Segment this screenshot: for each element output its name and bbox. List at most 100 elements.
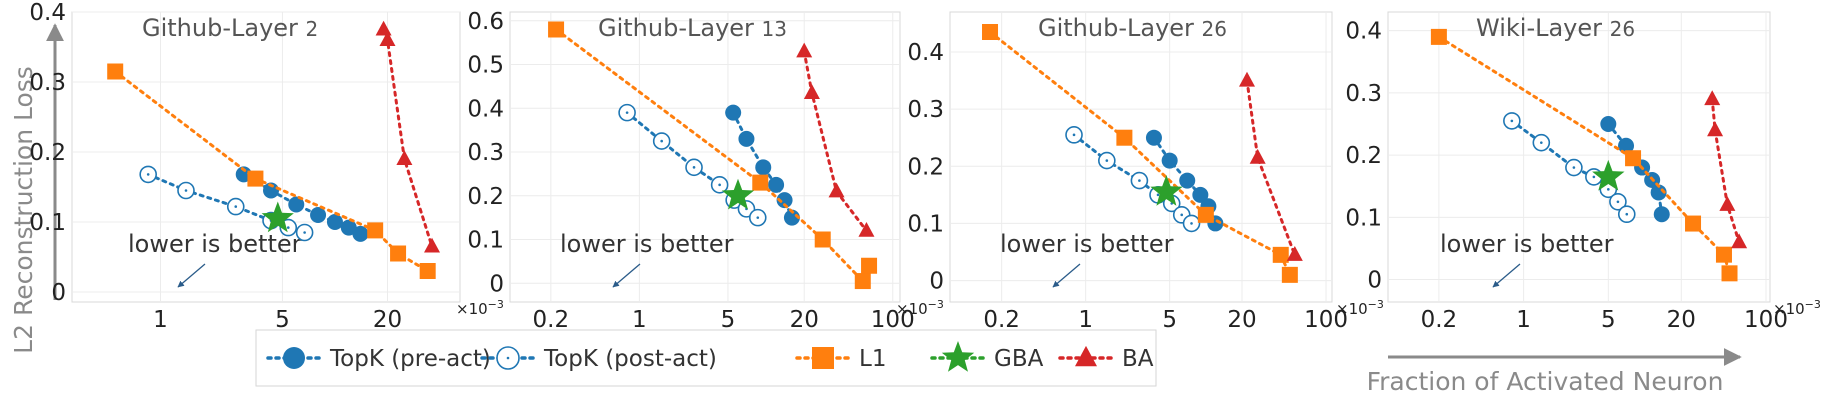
chart-panel-4: 0 0.1 0.2 0.3 0.4 0.2 1 5 20 100×10−3 Wiki-Layer 2… bbox=[1345, 11, 1821, 333]
legend-item-l1: L1 bbox=[795, 346, 886, 372]
y-axis-label: L2 Reconstruction Loss bbox=[9, 66, 38, 354]
x-tick-label: 1 bbox=[632, 307, 647, 333]
data-point bbox=[390, 245, 407, 262]
data-point bbox=[803, 84, 820, 99]
y-tick-label: 0 bbox=[929, 269, 944, 295]
x-tick-label: 20 bbox=[790, 307, 819, 333]
data-point-center bbox=[718, 183, 721, 187]
data-point bbox=[721, 178, 755, 210]
series-l1 bbox=[982, 24, 1298, 283]
data-point bbox=[1249, 148, 1266, 164]
y-tick-label: 0.2 bbox=[29, 140, 66, 166]
data-point-center bbox=[234, 205, 238, 208]
series-line bbox=[802, 49, 868, 233]
panel-title: Wiki-Layer 26 bbox=[1476, 14, 1635, 42]
x-axis-label: Fraction of Activated Neuron bbox=[1367, 367, 1724, 396]
y-axis-label-group: L2 Reconstruction Loss bbox=[9, 23, 64, 354]
legend-marker bbox=[283, 347, 305, 369]
data-point bbox=[768, 176, 785, 193]
data-point-center bbox=[1540, 141, 1543, 144]
data-point bbox=[738, 130, 755, 147]
data-point bbox=[1618, 137, 1635, 154]
y-tick-label: 0.2 bbox=[1345, 143, 1382, 169]
data-point-center bbox=[756, 216, 760, 219]
data-point-center bbox=[1616, 200, 1620, 204]
data-point-center bbox=[1105, 159, 1109, 162]
legend-item-gba: GBA bbox=[930, 341, 1044, 372]
x-tick-label: 100 bbox=[871, 307, 915, 333]
panel-title: Github-Layer 13 bbox=[598, 14, 787, 42]
y-tick-label: 0.4 bbox=[29, 0, 66, 26]
data-point-center bbox=[286, 226, 290, 229]
x-multiplier: ×10−3 bbox=[456, 298, 504, 318]
data-point bbox=[1625, 150, 1642, 167]
y-tick-label: 0.6 bbox=[467, 9, 504, 35]
x-tick-label: 20 bbox=[1667, 307, 1696, 333]
data-point bbox=[755, 159, 772, 176]
x-multiplier: ×10−3 bbox=[1336, 298, 1384, 318]
panel-title: Github-Layer 2 bbox=[142, 14, 318, 42]
data-point bbox=[814, 231, 831, 248]
data-point-center bbox=[1572, 166, 1576, 169]
x-tick-label: 0.2 bbox=[1421, 307, 1458, 333]
y-tick-label: 0.1 bbox=[467, 228, 504, 254]
data-point bbox=[1116, 129, 1133, 146]
data-point-center bbox=[303, 231, 306, 234]
chart-panel-3: 0 0.1 0.2 0.3 0.4 0.2 1 5 20 100×10−3 Github-Layer… bbox=[907, 11, 1384, 333]
y-tick-label: 0.5 bbox=[467, 53, 504, 79]
x-tick-label: 5 bbox=[1601, 307, 1616, 333]
data-point bbox=[1161, 152, 1178, 169]
x-tick-label: 100 bbox=[1744, 307, 1788, 333]
data-point bbox=[352, 225, 369, 242]
annotation-lower-is-better: lower is better bbox=[560, 230, 734, 258]
data-point bbox=[1197, 206, 1214, 223]
x-tick-label: 5 bbox=[275, 307, 290, 333]
legend-marker bbox=[812, 347, 834, 369]
legend-label: L1 bbox=[859, 346, 886, 372]
data-point bbox=[247, 170, 264, 187]
data-point bbox=[828, 182, 845, 198]
series-ba bbox=[1238, 71, 1303, 261]
data-point bbox=[783, 209, 800, 226]
x-multiplier-exponent: −3 bbox=[488, 298, 504, 311]
data-point bbox=[725, 104, 742, 121]
data-point bbox=[1600, 116, 1617, 132]
data-point bbox=[796, 42, 813, 58]
legend: TopK (pre-act) TopK (post-act) L1 GBA BA bbox=[255, 329, 1157, 387]
data-point bbox=[776, 192, 793, 209]
x-tick-label: 100 bbox=[1304, 307, 1348, 333]
data-point bbox=[326, 214, 343, 230]
annotation-arrow bbox=[612, 263, 641, 288]
legend-item-ba: BA bbox=[1058, 345, 1154, 372]
annotation-lower-is-better: lower is better bbox=[128, 230, 302, 258]
legend-frame bbox=[255, 329, 1157, 387]
x-tick-label: 0.2 bbox=[983, 307, 1020, 333]
data-point-center bbox=[660, 139, 663, 143]
x-tick-label: 5 bbox=[721, 307, 736, 333]
data-point-center bbox=[625, 111, 629, 114]
annotation-arrow bbox=[1052, 263, 1081, 288]
series-l1 bbox=[1430, 28, 1738, 282]
data-point bbox=[1704, 90, 1721, 106]
panel-frame bbox=[949, 11, 1333, 303]
y-tick-label: 0.3 bbox=[29, 70, 66, 96]
series-gba bbox=[1150, 175, 1183, 206]
panel-title: Github-Layer 26 bbox=[1038, 14, 1227, 42]
series-line bbox=[1245, 79, 1297, 257]
legend-label: GBA bbox=[994, 346, 1044, 372]
data-point bbox=[263, 182, 280, 199]
y-tick-label: 0.2 bbox=[467, 184, 504, 210]
data-point bbox=[396, 150, 413, 165]
data-point-center bbox=[1156, 193, 1160, 197]
y-tick-label: 0.3 bbox=[907, 97, 944, 123]
data-point-center bbox=[1607, 188, 1610, 191]
series-line bbox=[1710, 97, 1741, 244]
data-point bbox=[1719, 196, 1736, 211]
series-gba bbox=[721, 178, 755, 210]
data-point bbox=[1238, 71, 1255, 87]
data-point-center bbox=[146, 173, 150, 176]
panel-title-layer: 26 bbox=[1202, 17, 1227, 41]
data-point bbox=[1685, 215, 1702, 232]
series-ba bbox=[1704, 90, 1748, 249]
